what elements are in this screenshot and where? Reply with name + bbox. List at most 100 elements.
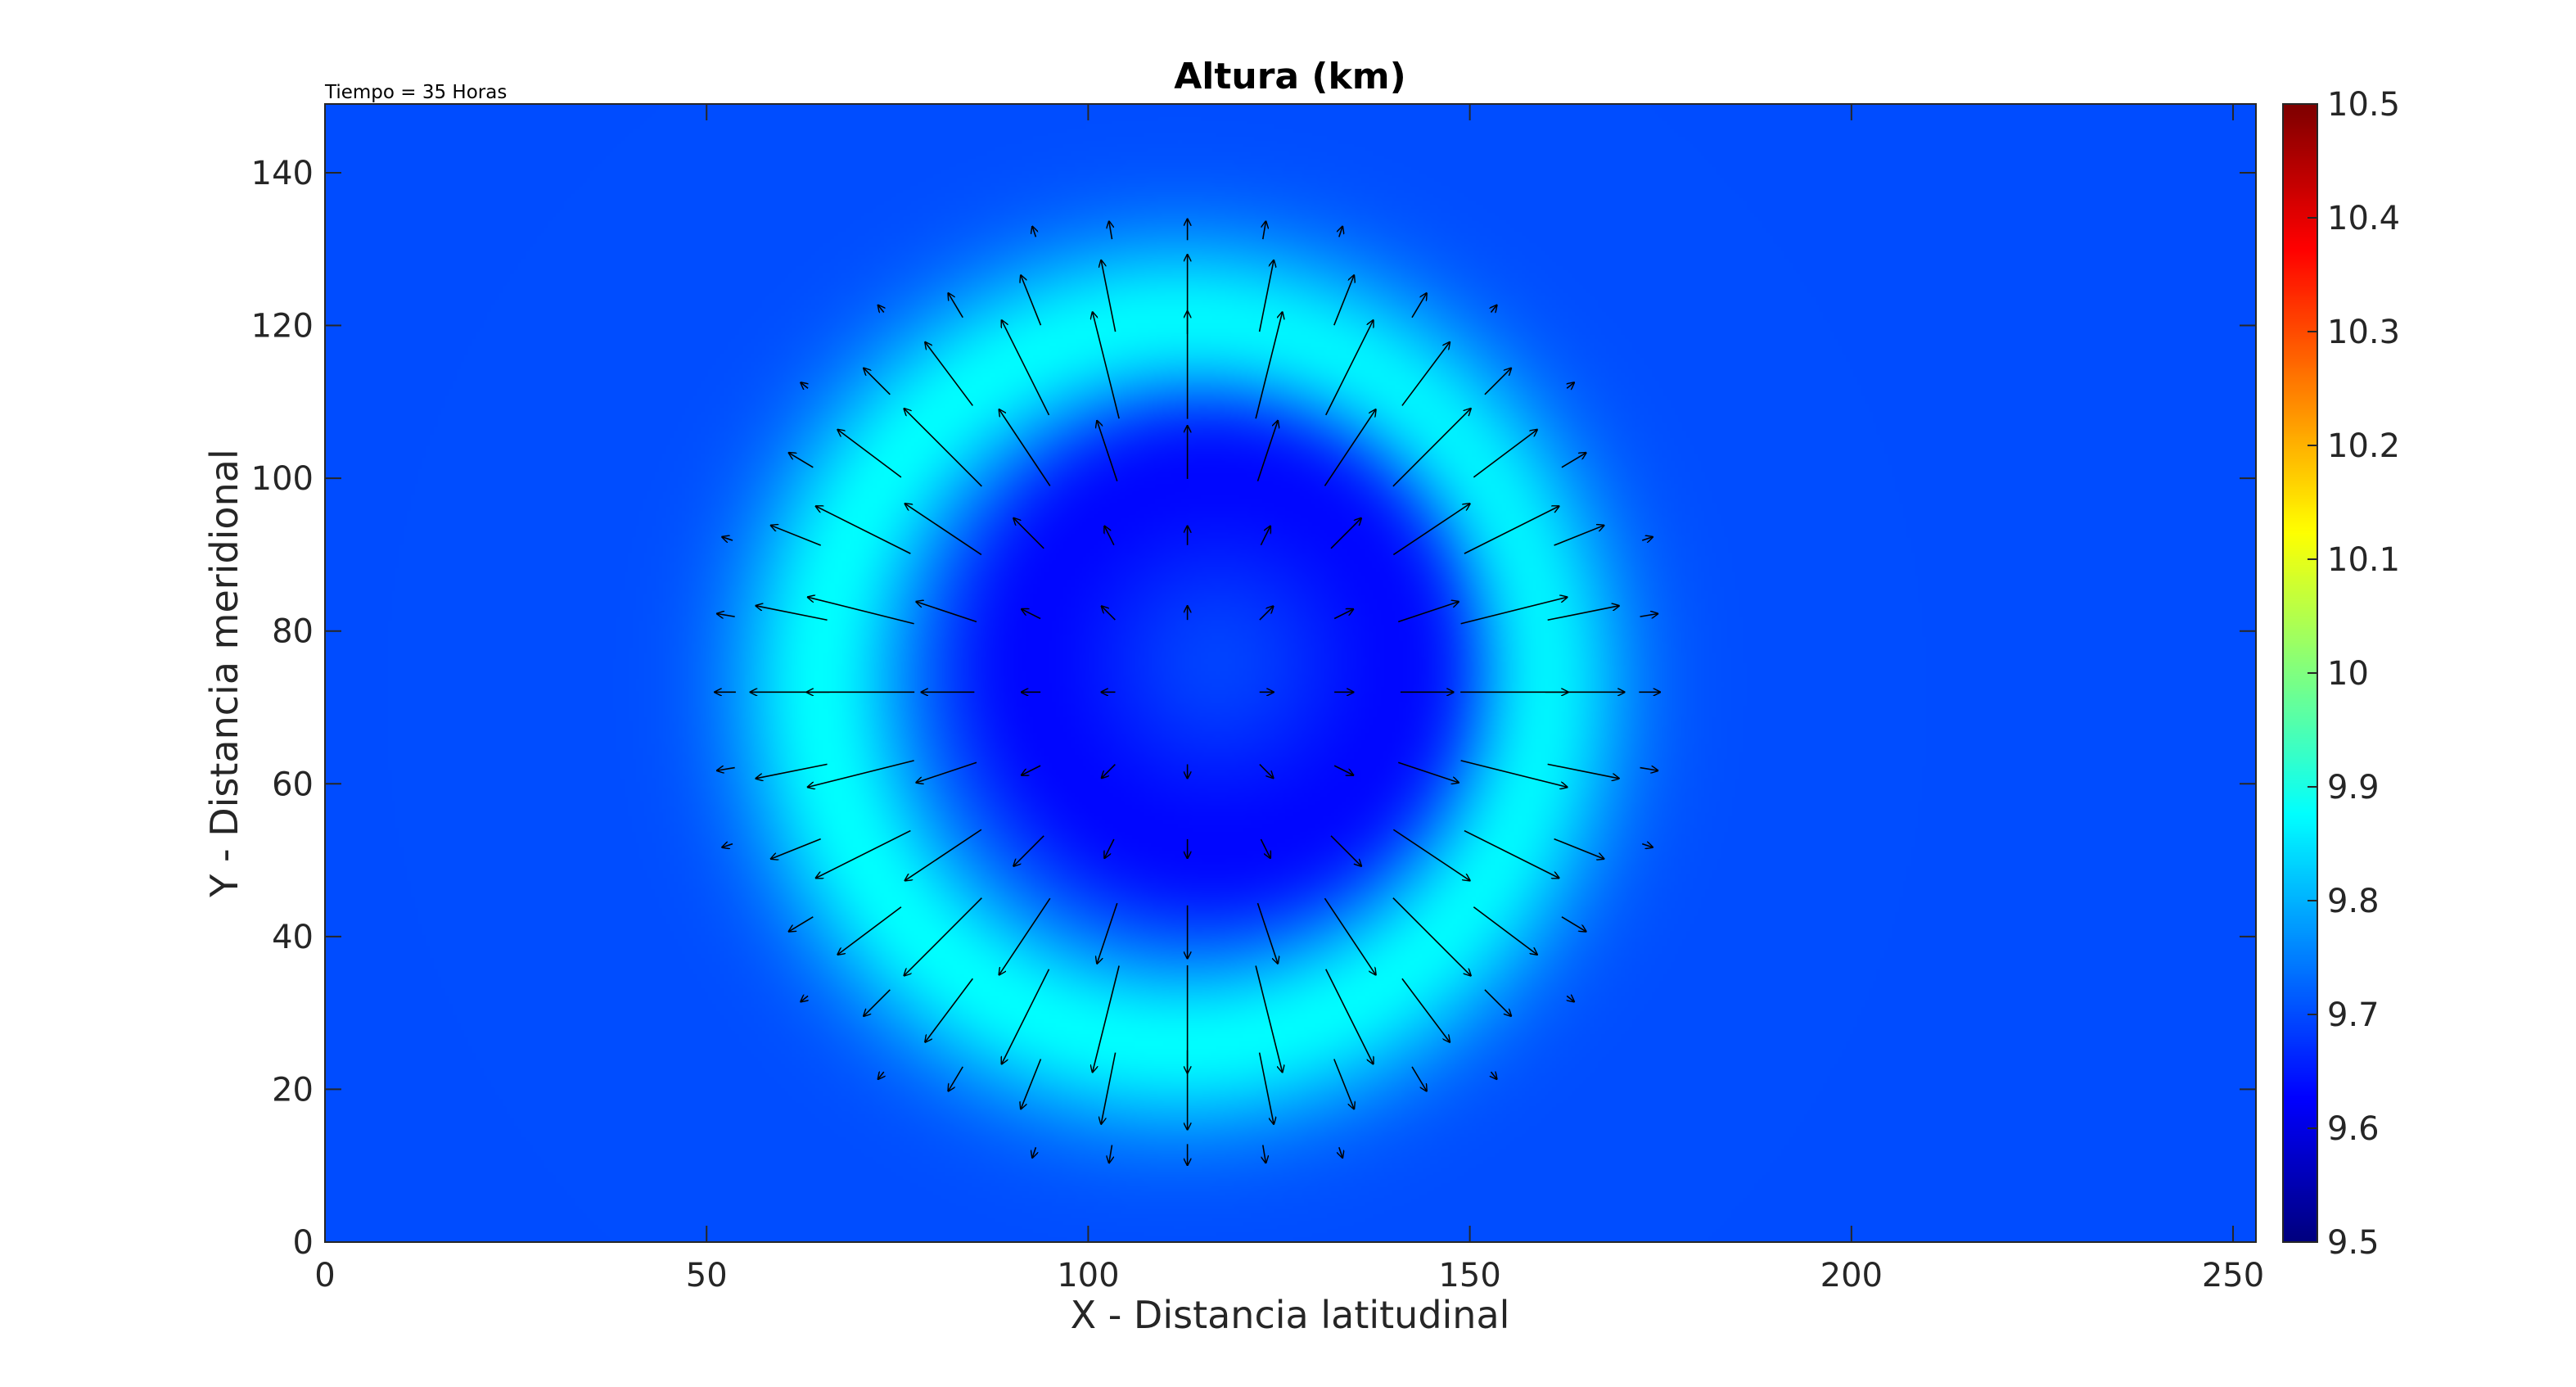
colorbar-ticks: 9.5 9.6 9.7 9.8 9.9 10 10.1 10.2 10.3 10.4 10.5 bbox=[2308, 86, 2400, 1262]
velocity-arrow bbox=[1547, 763, 1619, 778]
y-tick-label: 0 bbox=[293, 1224, 314, 1262]
velocity-arrow bbox=[1032, 227, 1035, 237]
velocity-arrow bbox=[1102, 764, 1116, 779]
x-tick-label: 50 bbox=[686, 1257, 728, 1294]
velocity-arrow bbox=[1640, 768, 1658, 771]
x-tick-label: 150 bbox=[1438, 1257, 1500, 1294]
velocity-arrow bbox=[1255, 312, 1282, 419]
velocity-arrow bbox=[1567, 382, 1574, 388]
velocity-arrow bbox=[1333, 609, 1353, 620]
x-tick-label: 250 bbox=[2202, 1257, 2264, 1294]
velocity-arrow bbox=[1097, 421, 1118, 481]
chart-title: Altura (km) bbox=[1174, 56, 1406, 97]
velocity-arrow bbox=[878, 1072, 884, 1079]
velocity-arrow bbox=[1640, 613, 1658, 617]
velocity-arrow bbox=[1339, 1146, 1342, 1158]
velocity-arrow bbox=[1002, 320, 1050, 416]
velocity-arrow bbox=[717, 768, 735, 771]
x-tick-label: 200 bbox=[1820, 1257, 1883, 1294]
y-axis-label: Y - Distancia meridional bbox=[202, 449, 246, 897]
velocity-arrow bbox=[878, 305, 884, 313]
velocity-arrow bbox=[1641, 844, 1653, 847]
velocity-arrow bbox=[999, 897, 1051, 974]
colorbar-tick-label: 10.5 bbox=[2327, 86, 2400, 124]
velocity-arrow bbox=[1411, 1066, 1427, 1091]
velocity-arrow bbox=[1339, 227, 1342, 237]
y-tick-label: 120 bbox=[251, 308, 314, 346]
x-tick-label: 100 bbox=[1057, 1257, 1119, 1294]
colorbar-tick-label: 9.5 bbox=[2327, 1224, 2380, 1262]
velocity-arrow bbox=[771, 838, 821, 859]
time-annotation: Tiempo = 35 Horas bbox=[324, 82, 507, 103]
y-tick-label: 20 bbox=[272, 1071, 314, 1109]
velocity-arrow bbox=[1333, 275, 1354, 326]
velocity-arrow bbox=[1554, 526, 1604, 546]
velocity-arrow bbox=[1464, 506, 1559, 554]
velocity-arrow bbox=[905, 409, 982, 487]
velocity-arrow bbox=[1392, 504, 1469, 556]
colorbar-tick-label: 10.2 bbox=[2327, 427, 2400, 465]
velocity-arrow bbox=[1324, 897, 1375, 974]
velocity-arrow bbox=[801, 382, 808, 388]
colorbar-tick-label: 9.8 bbox=[2327, 883, 2380, 920]
velocity-arrow bbox=[1333, 1059, 1354, 1109]
velocity-arrow bbox=[789, 453, 814, 468]
velocity-arrow bbox=[1325, 320, 1374, 416]
colorbar-tick-label: 9.9 bbox=[2327, 769, 2380, 806]
velocity-arrow bbox=[1401, 978, 1450, 1042]
velocity-arrow bbox=[1397, 602, 1459, 623]
velocity-arrow bbox=[864, 989, 891, 1016]
velocity-arrow bbox=[722, 537, 733, 540]
y-tick-label: 40 bbox=[272, 919, 314, 956]
velocity-arrow bbox=[1401, 342, 1450, 406]
velocity-arrow bbox=[1259, 764, 1274, 779]
velocity-arrow bbox=[1561, 916, 1586, 932]
x-tick-label: 0 bbox=[314, 1257, 335, 1294]
velocity-arrow bbox=[1101, 260, 1117, 332]
velocity-arrow bbox=[1641, 537, 1653, 540]
velocity-arrow bbox=[801, 996, 808, 1001]
axes-box bbox=[324, 103, 2257, 1243]
velocity-arrow bbox=[1554, 838, 1604, 859]
velocity-arrow bbox=[1325, 969, 1374, 1064]
velocity-arrow bbox=[1397, 761, 1459, 783]
velocity-arrow bbox=[1256, 421, 1278, 481]
velocity-arrow bbox=[1484, 368, 1511, 395]
velocity-arrow bbox=[1258, 1052, 1274, 1124]
velocity-arrow bbox=[1109, 221, 1112, 240]
velocity-arrow bbox=[1392, 829, 1469, 880]
velocity-arrow bbox=[1013, 518, 1044, 549]
colorbar-tick-label: 10.4 bbox=[2327, 200, 2400, 237]
velocity-arrow bbox=[1411, 293, 1427, 319]
velocity-arrow bbox=[1464, 829, 1559, 879]
x-axis: 0 50 100 150 200 250 bbox=[314, 104, 2264, 1294]
colorbar-tick-label: 9.7 bbox=[2327, 996, 2380, 1034]
velocity-arrow bbox=[1021, 1059, 1042, 1109]
velocity-arrow bbox=[1263, 1145, 1266, 1163]
velocity-arrow bbox=[925, 342, 973, 406]
velocity-arrow bbox=[717, 613, 735, 617]
velocity-arrow bbox=[722, 844, 733, 847]
velocity-arrow bbox=[1013, 835, 1044, 866]
velocity-arrow bbox=[1097, 902, 1118, 964]
velocity-arrow bbox=[756, 606, 828, 621]
y-tick-label: 140 bbox=[251, 155, 314, 192]
y-tick-label: 100 bbox=[251, 460, 314, 498]
velocity-arrow bbox=[1104, 838, 1115, 858]
y-tick-label: 80 bbox=[272, 613, 314, 651]
velocity-arrow bbox=[1260, 526, 1270, 546]
velocity-arrow bbox=[1021, 275, 1042, 326]
velocity-arrow bbox=[1330, 835, 1361, 866]
velocity-arrow bbox=[837, 906, 902, 955]
colorbar-tick-label: 9.6 bbox=[2327, 1110, 2380, 1148]
velocity-arrow bbox=[1460, 760, 1568, 787]
velocity-arrow bbox=[1109, 1145, 1112, 1163]
velocity-arrow bbox=[756, 763, 828, 778]
velocity-arrow bbox=[1022, 609, 1041, 620]
heatmap-plot-area bbox=[325, 104, 2256, 1242]
velocity-arrow bbox=[1392, 897, 1471, 976]
velocity-arrow bbox=[1333, 765, 1353, 775]
x-axis-label: X - Distancia latitudinal bbox=[1071, 1293, 1510, 1337]
velocity-arrow bbox=[1547, 606, 1619, 621]
